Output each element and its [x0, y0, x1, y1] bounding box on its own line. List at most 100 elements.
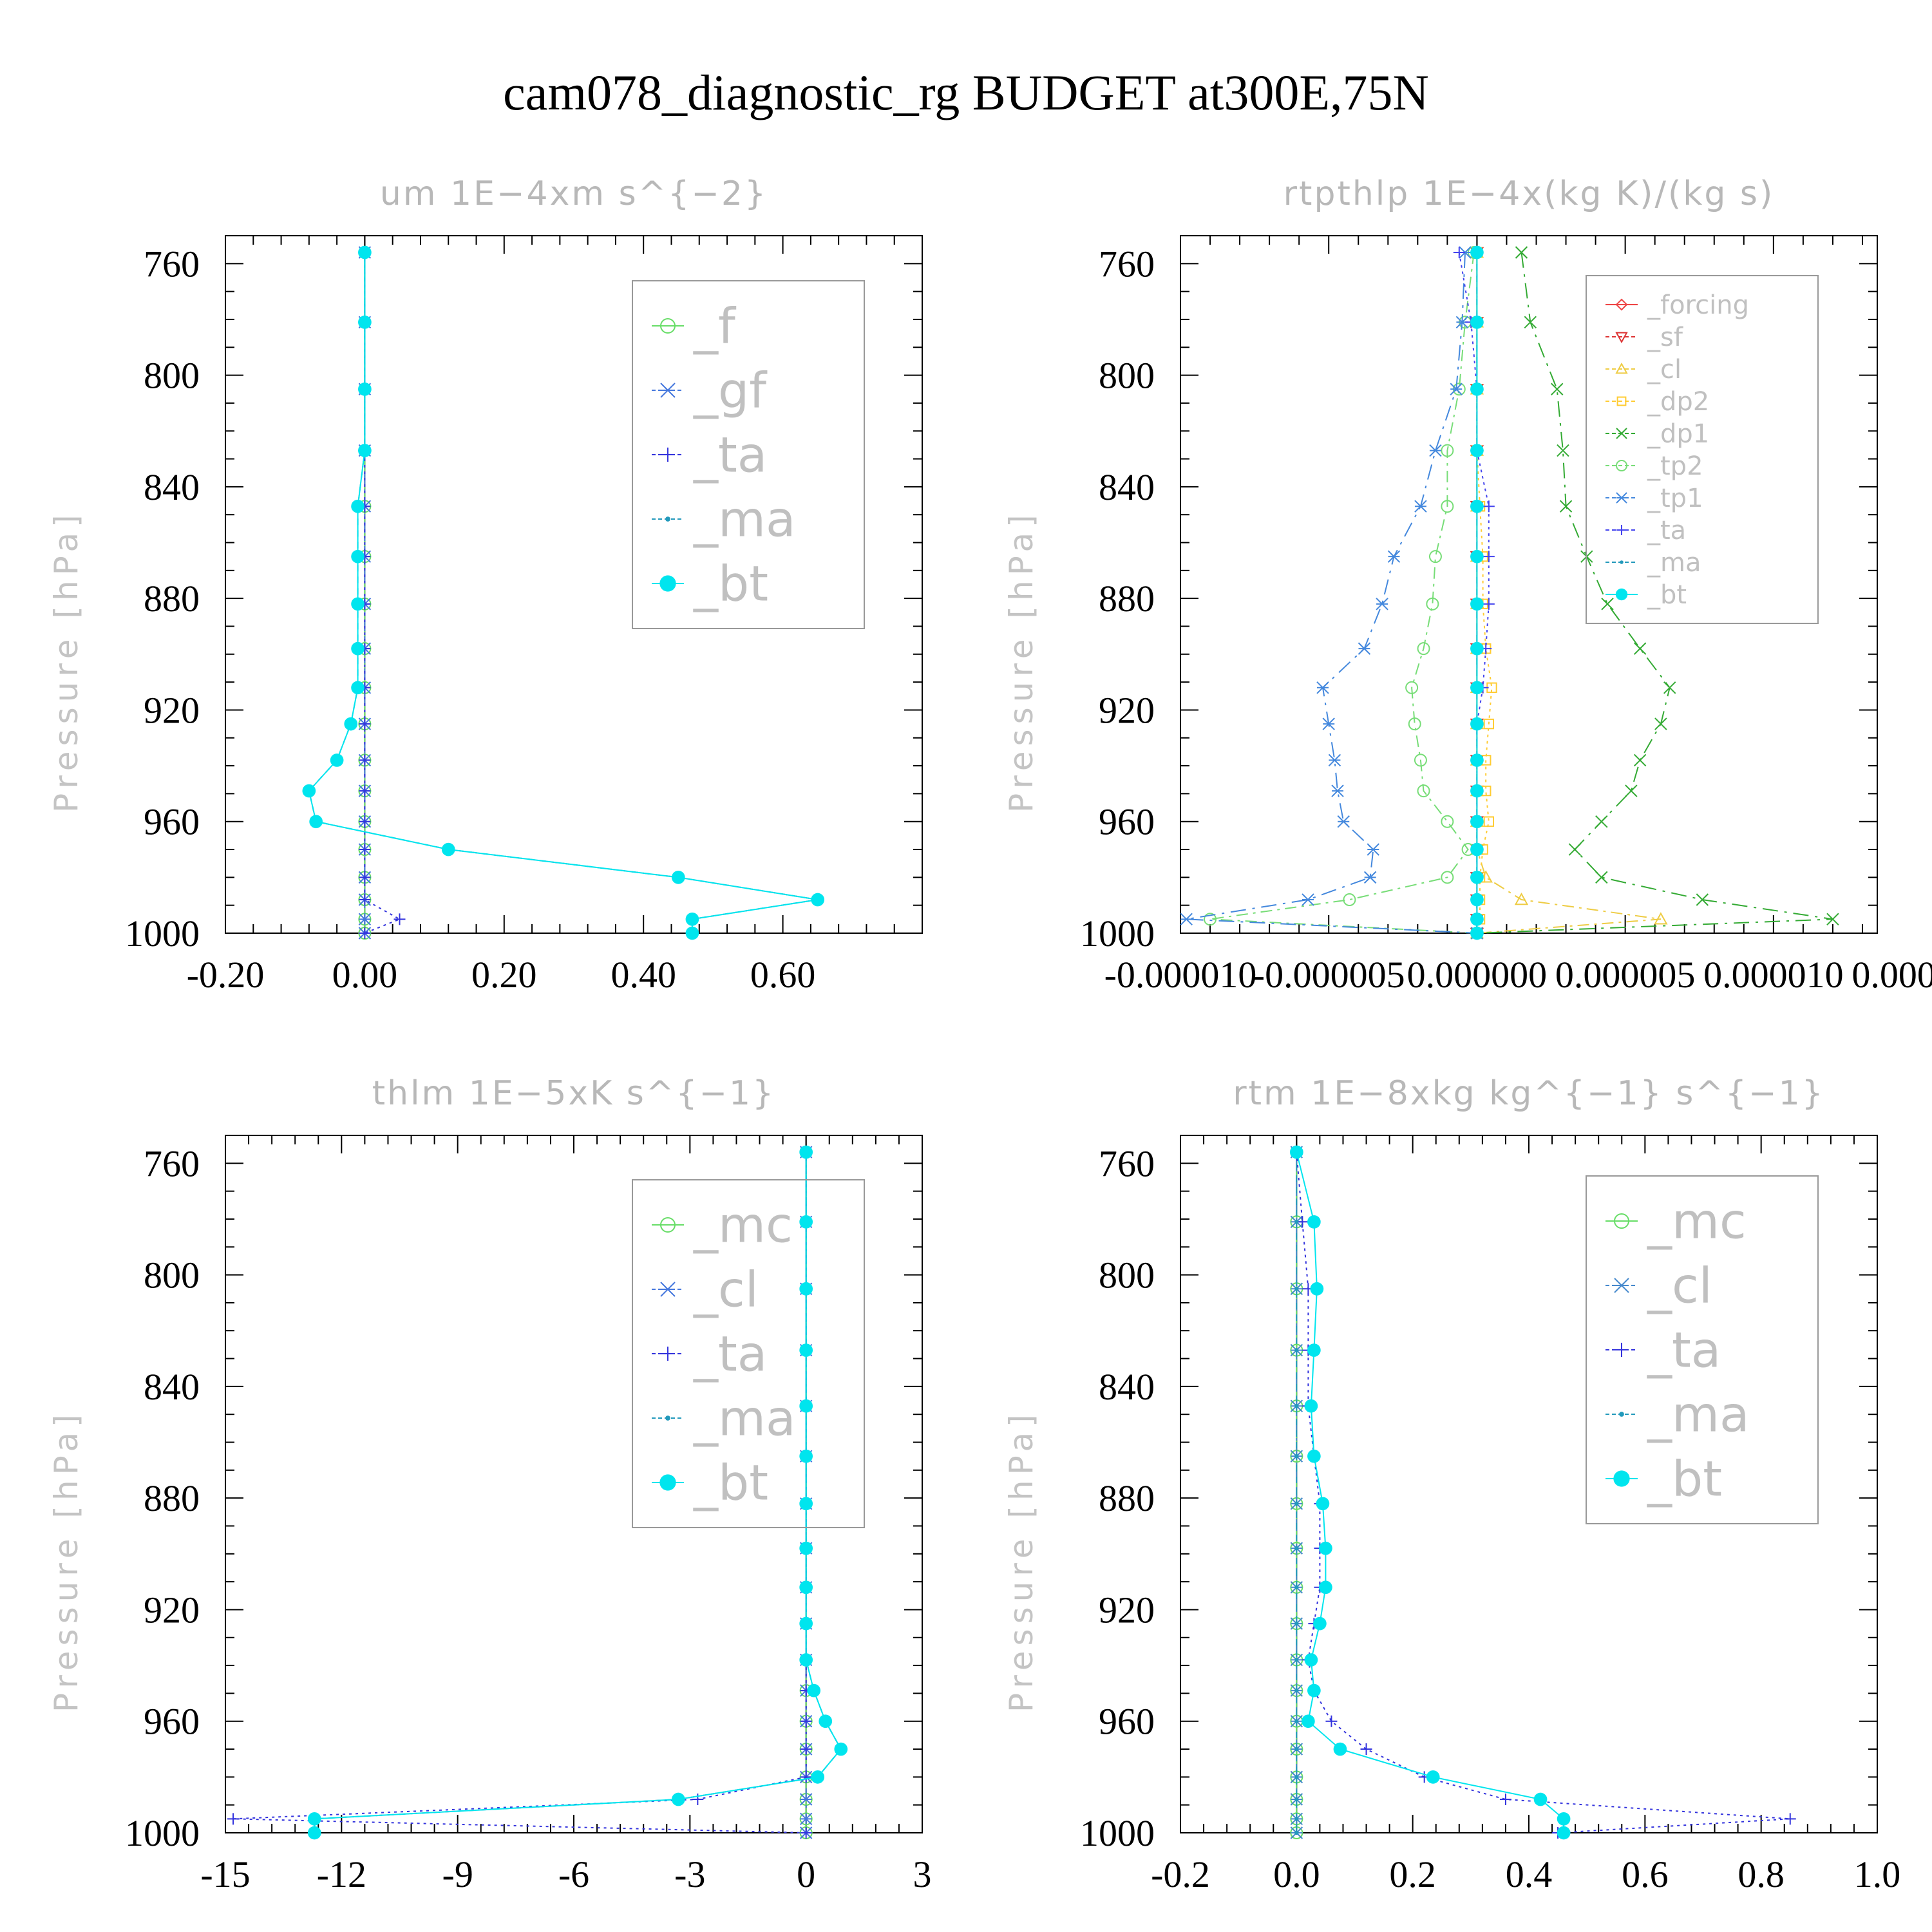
data-point: [1470, 753, 1484, 767]
y-tick-label: 1000: [125, 913, 200, 954]
data-point: [799, 1145, 813, 1159]
data-point: [799, 1497, 813, 1511]
data-point: [359, 927, 371, 939]
data-point: [330, 753, 344, 767]
data-point: [1294, 1658, 1299, 1662]
y-tick-label: 960: [1099, 801, 1155, 843]
y-axis-label: Pressure [hPa]: [1003, 1409, 1040, 1712]
data-point: [1441, 444, 1454, 457]
data-point: [1343, 893, 1356, 907]
data-point: [799, 1449, 813, 1463]
legend-marker: [1616, 492, 1627, 504]
legend-marker: [1614, 1278, 1629, 1293]
legend-marker: [660, 318, 676, 334]
y-tick-label: 880: [144, 578, 200, 620]
series: [1470, 246, 1839, 940]
legend-marker: [1615, 1343, 1629, 1357]
data-point: [1826, 913, 1839, 926]
y-tick-label: 960: [1099, 1701, 1155, 1743]
legend-marker: [660, 1217, 676, 1233]
y-tick-label: 880: [1099, 578, 1155, 620]
legend-label: _tp2: [1647, 451, 1703, 481]
budget-panel: rtm 1E−8xkg kg^{−1} s^{−1} Pressure [hPa]…: [1003, 1074, 1900, 1895]
legend-marker: [665, 1416, 670, 1421]
y-tick-label: 1000: [1080, 913, 1155, 954]
x-tick-label: -6: [558, 1853, 589, 1895]
legend-marker: [661, 448, 675, 462]
data-point: [1204, 913, 1217, 926]
x-tick-label: -0.2: [1151, 1853, 1210, 1895]
data-point: [799, 1580, 813, 1595]
legend-marker: [661, 1347, 675, 1361]
y-tick-label: 800: [144, 1255, 200, 1296]
legend-label: _ta: [1647, 516, 1686, 545]
x-tick-label: 0.000015: [1852, 954, 1932, 996]
y-tick-label: 760: [144, 1142, 200, 1184]
legend-label: _dp1: [1647, 419, 1709, 449]
data-point: [799, 1812, 813, 1826]
x-tick-label: 0.000010: [1703, 954, 1844, 996]
data-point: [671, 871, 685, 884]
legend-label: _bt: [1647, 1450, 1722, 1508]
data-point: [1417, 784, 1430, 798]
data-point: [1429, 444, 1442, 457]
data-point: [1557, 444, 1569, 457]
data-point: [1302, 1714, 1315, 1728]
data-point: [1376, 598, 1388, 611]
data-point: [393, 913, 406, 925]
data-point: [1304, 1399, 1318, 1413]
budget-panel: rtpthlp 1E−4x(kg K)/(kg s) Pressure [hPa]…: [1003, 175, 1932, 996]
series: [1180, 246, 1484, 940]
legend-label: _cl: [1647, 1257, 1712, 1314]
data-point: [800, 1771, 812, 1783]
legend-marker: [660, 1282, 676, 1297]
data-point: [1294, 1220, 1299, 1224]
data-point: [1654, 912, 1668, 925]
data-point: [351, 597, 365, 611]
data-point: [1289, 1145, 1303, 1159]
plot-frame: [225, 235, 923, 934]
legend-label: _f: [693, 298, 737, 355]
data-point: [1483, 816, 1495, 827]
data-point: [1470, 815, 1484, 829]
y-axis-label: Pressure [hPa]: [1003, 509, 1040, 813]
x-tick-label: -0.000005: [1253, 954, 1405, 996]
data-point: [1470, 245, 1484, 260]
legend-label: _ma: [1647, 1386, 1750, 1443]
data-point: [309, 815, 323, 829]
data-point: [1696, 893, 1709, 906]
series: [307, 1145, 848, 1840]
x-tick-label: 0.6: [1622, 1853, 1669, 1895]
data-point: [800, 1715, 812, 1727]
data-point: [359, 815, 371, 828]
legend-label: _tp1: [1647, 484, 1703, 513]
legend-box: [1586, 1175, 1819, 1524]
data-point: [1408, 717, 1421, 731]
x-tick-label: -0.000010: [1104, 954, 1257, 996]
legend-marker: [1619, 1412, 1624, 1417]
data-point: [1625, 784, 1638, 797]
data-point: [1294, 1585, 1299, 1589]
data-point: [1450, 383, 1463, 395]
budget-panel: thlm 1E−5xK s^{−1} Pressure [hPa] 760 800 84…: [48, 1074, 932, 1895]
data-point: [359, 785, 371, 797]
data-point: [799, 1653, 813, 1667]
legend-marker: [1616, 460, 1627, 471]
data-point: [358, 913, 372, 926]
legend-box: [632, 1179, 865, 1528]
x-tick-label: 0.000005: [1555, 954, 1696, 996]
legend-label: _mc: [693, 1197, 793, 1254]
data-point: [819, 1714, 833, 1728]
x-tick-label: 0.4: [1506, 1853, 1553, 1895]
data-point: [1294, 1546, 1299, 1551]
data-point: [1470, 315, 1484, 329]
legend-marker: [659, 575, 676, 592]
data-point: [799, 1282, 813, 1296]
data-point: [1294, 1747, 1299, 1752]
data-point: [1294, 1621, 1299, 1626]
data-point: [799, 1399, 813, 1413]
data-point: [1482, 500, 1495, 513]
data-point: [1453, 246, 1465, 258]
data-point: [1426, 597, 1439, 611]
